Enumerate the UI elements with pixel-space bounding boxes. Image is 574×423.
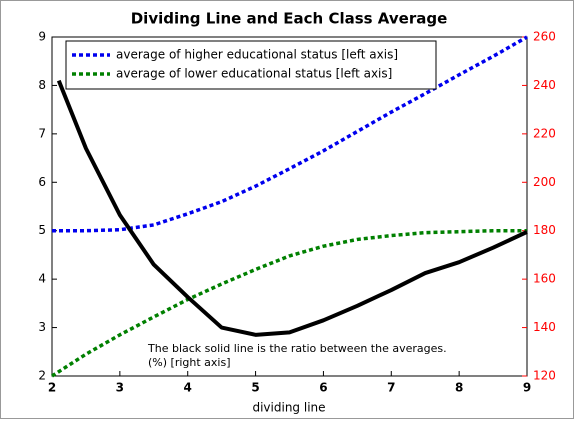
y-tick-label: 6 [38,175,46,189]
plot-area [51,36,528,377]
legend-box [65,40,437,90]
x-tick-label: 9 [523,381,531,395]
x-tick-label: 3 [116,381,124,395]
series-line [51,228,527,378]
legend-label: average of lower educational status [lef… [116,67,392,81]
y2-tick-label: 120 [533,369,556,383]
y2-tick-label: 260 [533,30,556,44]
y-tick-label: 3 [38,320,46,334]
x-axis-label: dividing line [252,401,325,415]
series-line [56,79,528,337]
x-tick-label: 6 [319,381,327,395]
y2-tick-label: 240 [533,78,556,92]
x-tick-label: 7 [387,381,395,395]
y-tick-label: 4 [38,272,46,286]
annotation: The black solid line is the ratio betwee… [147,342,447,355]
y2-tick-label: 220 [533,126,556,140]
legend-label: average of higher educational status [le… [116,48,398,62]
annotation: (%) [right axis] [148,356,231,369]
y-tick-label: 5 [38,223,46,237]
x-tick-label: 4 [184,381,192,395]
x-tick-label: 8 [455,381,463,395]
y2-tick-label: 200 [533,175,556,189]
y-tick-label: 9 [38,30,46,44]
y2-tick-label: 140 [533,320,556,334]
y-tick-label: 2 [38,369,46,383]
y-tick-label: 8 [38,78,46,92]
y2-tick-label: 180 [533,223,556,237]
y2-tick-label: 160 [533,272,556,286]
chart-title: Dividing Line and Each Class Average [131,10,448,28]
x-tick-label: 2 [48,381,56,395]
x-tick-label: 5 [251,381,259,395]
y-tick-label: 7 [38,126,46,140]
